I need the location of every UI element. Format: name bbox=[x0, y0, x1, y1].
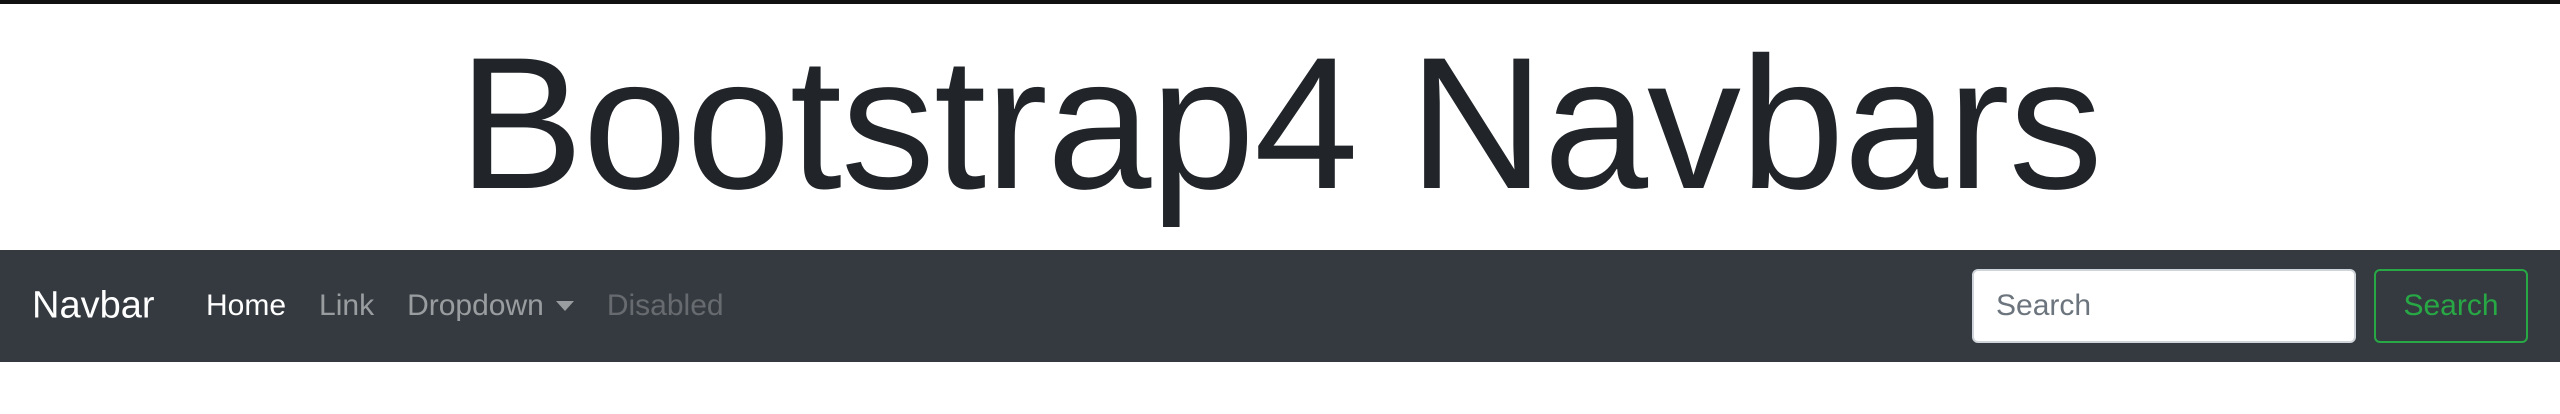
nav-item-home[interactable]: Home bbox=[206, 289, 287, 322]
nav-item-dropdown-label: Dropdown bbox=[407, 289, 544, 322]
search-form: Search bbox=[1972, 269, 2528, 343]
navbar-brand[interactable]: Navbar bbox=[32, 284, 155, 327]
nav-item-disabled: Disabled bbox=[606, 289, 724, 322]
top-border bbox=[0, 0, 2560, 4]
caret-down-icon bbox=[555, 301, 574, 311]
search-input[interactable] bbox=[1972, 269, 2356, 343]
page-header: Bootstrap4 Navbars bbox=[0, 4, 2560, 250]
nav-menu: Home Link Dropdown Disabled bbox=[206, 289, 724, 323]
nav-item-dropdown[interactable]: Dropdown bbox=[407, 289, 574, 323]
page-title: Bootstrap4 Navbars bbox=[458, 18, 2103, 228]
search-button[interactable]: Search bbox=[2374, 269, 2528, 343]
nav-item-link[interactable]: Link bbox=[319, 289, 375, 322]
navbar: Navbar Home Link Dropdown Disabled Searc… bbox=[0, 250, 2560, 362]
